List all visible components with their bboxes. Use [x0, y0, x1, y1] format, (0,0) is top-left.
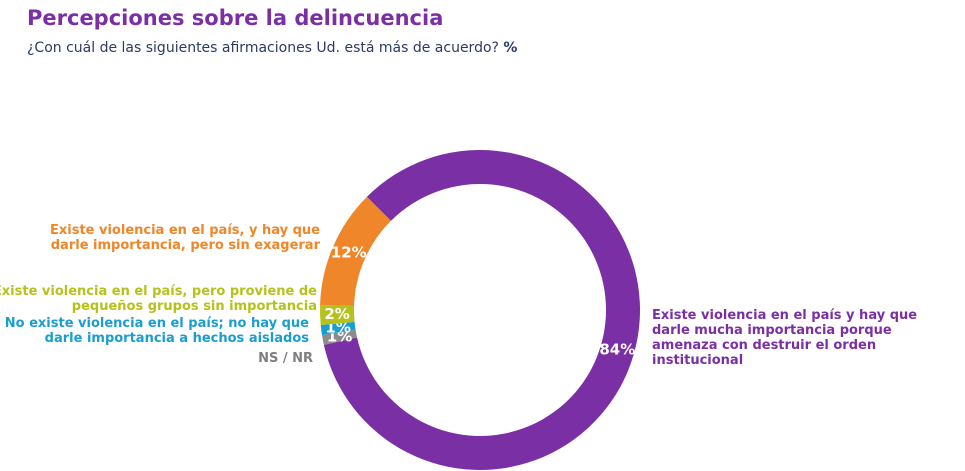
donut-segment — [320, 196, 391, 307]
value-label: 84% — [599, 340, 635, 358]
donut-segment — [320, 321, 356, 336]
donut-segment — [320, 304, 355, 326]
value-label: 12% — [331, 244, 367, 262]
donut-segment — [323, 149, 640, 470]
category-label: Existe violencia en el país, pero provie… — [0, 284, 317, 314]
chart-subtitle: ¿Con cuál de las siguientes afirmaciones… — [27, 40, 499, 56]
subtitle-row: ¿Con cuál de las siguientes afirmaciones… — [27, 40, 517, 56]
category-label: NS / NR — [258, 351, 313, 366]
chart-title: Percepciones sobre la delincuencia — [27, 6, 444, 30]
category-label: Existe violencia en el país y hay que da… — [652, 308, 918, 368]
value-label: 2% — [324, 305, 349, 323]
donut-segment — [321, 329, 358, 345]
category-label: No existe violencia en el país; no hay q… — [4, 316, 309, 346]
unit: % — [503, 40, 518, 56]
category-label: Existe violencia en el país, y hay que d… — [49, 223, 320, 253]
